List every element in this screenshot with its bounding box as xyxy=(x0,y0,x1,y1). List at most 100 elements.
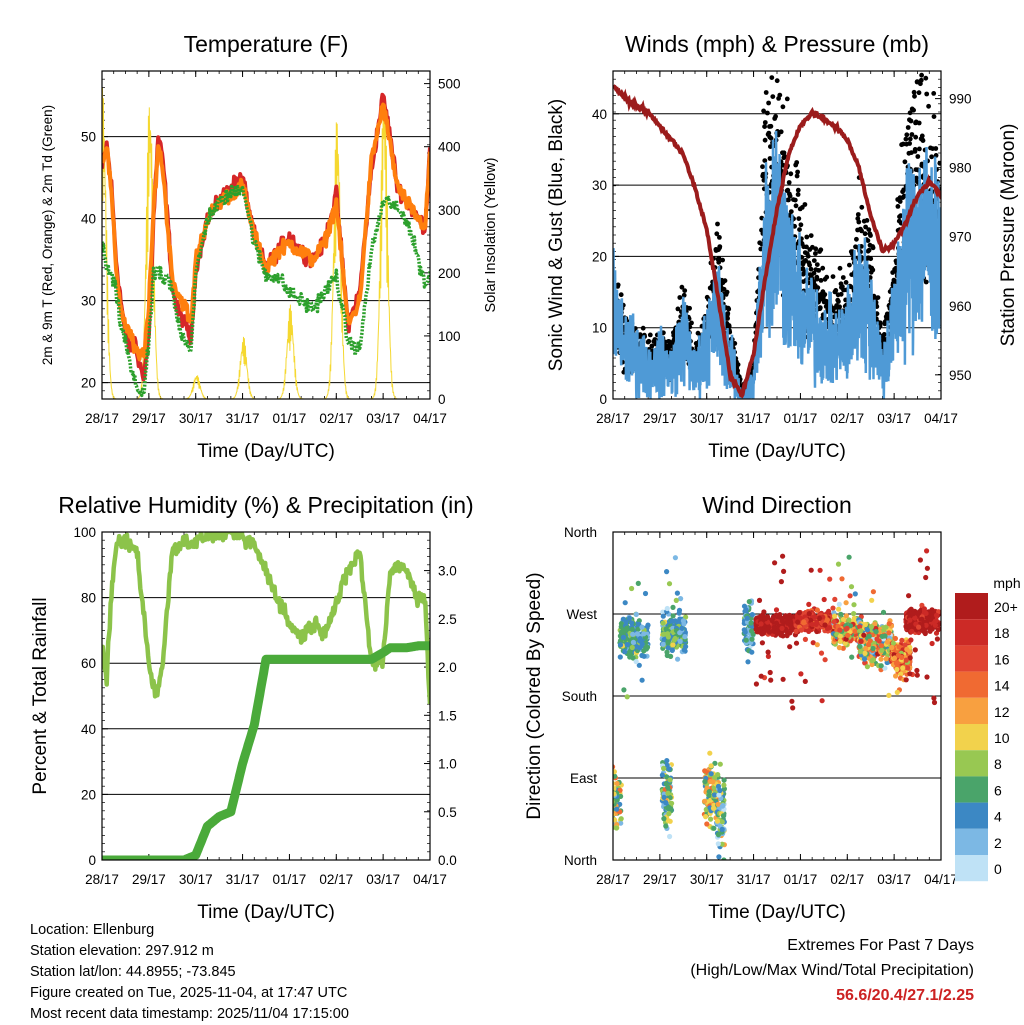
gust-point xyxy=(768,135,774,141)
gust-point xyxy=(924,91,930,97)
direction-point xyxy=(813,621,819,628)
direction-point xyxy=(924,565,931,571)
colorbar-label: 16 xyxy=(994,651,1010,667)
direction-point xyxy=(641,631,647,637)
gust-point xyxy=(804,244,809,250)
gust-point xyxy=(870,267,876,273)
direction-point xyxy=(869,658,875,664)
gust-point xyxy=(803,258,808,263)
direction-point xyxy=(664,605,670,612)
direction-point xyxy=(759,640,766,646)
direction-point xyxy=(620,634,627,641)
gust-point xyxy=(647,332,653,338)
humidity-xtick-label: 04/17 xyxy=(413,872,447,887)
direction-point xyxy=(924,674,930,680)
direction-point xyxy=(902,642,908,648)
gust-point xyxy=(716,255,722,261)
direction-point xyxy=(909,628,915,635)
direction-point xyxy=(745,659,751,665)
direction-point xyxy=(851,611,857,617)
gust-point xyxy=(837,304,842,310)
direction-point xyxy=(635,626,641,632)
direction-point xyxy=(812,614,818,620)
direction-point xyxy=(666,766,672,772)
gust-point xyxy=(897,199,903,204)
direction-point xyxy=(660,631,667,637)
humidity-y2tick-label: 0.0 xyxy=(438,853,457,868)
gust-point xyxy=(862,231,868,237)
gust-point xyxy=(784,96,790,102)
direction-point xyxy=(712,760,718,766)
gust-point xyxy=(824,274,830,280)
direction-point xyxy=(660,641,666,647)
direction-point xyxy=(817,567,823,573)
gust-point xyxy=(762,124,767,129)
direction-point xyxy=(907,655,913,661)
location-text: Location: Ellenburg xyxy=(30,922,155,938)
gust-point xyxy=(770,94,776,99)
direction-point xyxy=(889,644,895,651)
direction-point xyxy=(837,627,843,633)
winds-ytick-label: 20 xyxy=(592,249,607,264)
direction-point xyxy=(838,611,844,617)
direction-point xyxy=(670,642,676,648)
direction-point xyxy=(683,614,689,620)
gust-point xyxy=(682,288,688,293)
direction-point xyxy=(665,784,671,791)
temperature-y2tick-label: 300 xyxy=(438,203,461,218)
gust-point xyxy=(923,63,928,68)
gust-point xyxy=(937,160,941,166)
colorbar-label: 20+ xyxy=(994,599,1018,615)
direction-point xyxy=(890,640,897,646)
extremes-title: Extremes For Past 7 Days xyxy=(787,937,974,954)
temperature-xtick-label: 03/17 xyxy=(366,411,400,426)
direction-point xyxy=(613,799,615,805)
gust-point xyxy=(914,175,919,181)
gust-point xyxy=(725,316,730,321)
gust-point xyxy=(640,325,646,331)
gust-point xyxy=(877,320,883,326)
direction-point xyxy=(618,816,624,822)
direction-point xyxy=(778,631,784,637)
direction-point xyxy=(846,617,852,623)
gust-point xyxy=(912,93,917,99)
gust-point xyxy=(907,110,913,116)
direction-point xyxy=(667,818,673,824)
gust-point xyxy=(715,221,720,227)
gust-point xyxy=(773,114,778,119)
gust-point xyxy=(859,228,864,234)
winds-xtick-label: 01/17 xyxy=(784,411,818,426)
direction-xtick-label: 01/17 xyxy=(784,872,818,887)
gust-point xyxy=(788,209,794,215)
direction-points xyxy=(613,548,941,860)
gust-point xyxy=(859,204,865,210)
winds-y2tick-label: 970 xyxy=(949,230,972,245)
direction-point xyxy=(831,619,837,625)
temperature-xtick-label: 28/17 xyxy=(85,411,119,426)
winds-y2label: Station Pressure (Maroon) xyxy=(998,124,1019,347)
direction-point xyxy=(884,639,891,645)
sonic-wind-line xyxy=(613,130,941,399)
gust-point xyxy=(811,258,817,263)
direction-point xyxy=(899,654,905,661)
direction-point xyxy=(664,649,670,655)
direction-point xyxy=(676,607,683,614)
direction-point xyxy=(629,620,635,626)
direction-point xyxy=(892,635,899,642)
direction-point xyxy=(929,626,935,632)
winds-y2tick-label: 980 xyxy=(949,161,972,176)
direction-point xyxy=(708,816,714,822)
direction-point xyxy=(907,617,913,623)
direction-point xyxy=(749,649,755,655)
direction-point xyxy=(630,639,637,646)
direction-point xyxy=(624,625,630,631)
gust-point xyxy=(726,323,732,329)
direction-point xyxy=(933,618,939,624)
direction-point xyxy=(748,628,755,634)
direction-point xyxy=(779,625,785,631)
direction-point xyxy=(773,607,780,613)
gust-point xyxy=(813,251,818,256)
direction-point xyxy=(664,758,670,764)
direction-point xyxy=(760,612,766,618)
direction-point xyxy=(626,615,633,621)
